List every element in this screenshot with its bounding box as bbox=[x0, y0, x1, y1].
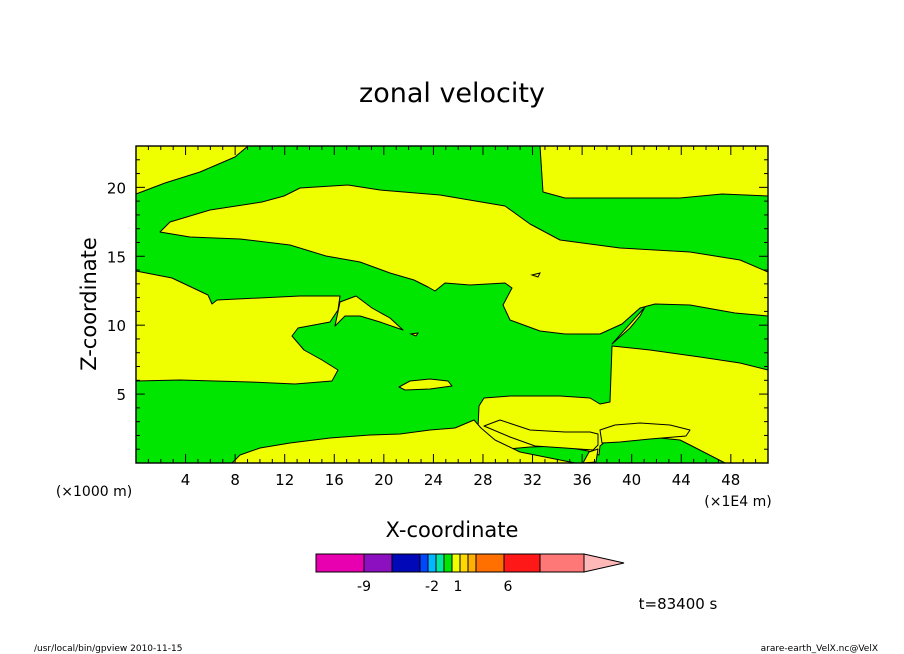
colorbar-segment bbox=[451, 553, 461, 573]
x-tick-label: 24 bbox=[424, 471, 443, 489]
x-tick-label: 32 bbox=[523, 471, 542, 489]
colorbar-tick-labels: -9 -2 1 6 bbox=[357, 579, 513, 595]
colorbar-segment bbox=[443, 553, 453, 573]
x-unit-left: (×1000 m) bbox=[56, 484, 132, 500]
positive-velocity-region bbox=[409, 332, 420, 337]
colorbar-segment bbox=[475, 553, 505, 573]
positive-velocity-region bbox=[159, 184, 769, 335]
positive-velocity-region bbox=[398, 378, 453, 391]
positive-velocity-region bbox=[611, 306, 646, 345]
x-tick-label: 36 bbox=[573, 471, 592, 489]
colorbar bbox=[315, 553, 625, 573]
x-tick-label: 28 bbox=[473, 471, 492, 489]
x-tick-label: 40 bbox=[622, 471, 641, 489]
x-unit-right: (×1E4 m) bbox=[704, 494, 771, 510]
x-tick-label: 16 bbox=[325, 471, 344, 489]
positive-velocity-region bbox=[530, 272, 541, 278]
positive-velocity-region bbox=[483, 419, 599, 451]
colorbar-segment bbox=[459, 553, 469, 573]
colorbar-tick-label: -2 bbox=[425, 579, 439, 595]
footer-left: /usr/local/bin/gpview 2010-11-15 bbox=[34, 644, 182, 654]
colorbar-segment bbox=[427, 553, 437, 573]
colorbar-segment bbox=[503, 553, 541, 573]
x-ticks: 4 8 12 16 20 24 28 32 36 40 44 48 bbox=[147, 146, 757, 489]
chart-title: zonal velocity bbox=[359, 78, 545, 109]
positive-velocity-region bbox=[539, 145, 769, 199]
colorbar-segment bbox=[419, 553, 429, 573]
x-tick-label: 8 bbox=[230, 471, 240, 489]
y-tick-label: 20 bbox=[107, 179, 126, 197]
colorbar-segment bbox=[435, 553, 445, 573]
colorbar-segment bbox=[539, 553, 585, 573]
footer-right: arare-earth_VelX.nc@VelX bbox=[761, 644, 878, 654]
x-axis-label: X-coordinate bbox=[386, 518, 519, 542]
x-tick-label: 20 bbox=[374, 471, 393, 489]
positive-regions bbox=[135, 145, 769, 464]
y-tick-label: 10 bbox=[107, 317, 126, 335]
colorbar-arrow bbox=[583, 553, 625, 573]
x-tick-label: 48 bbox=[721, 471, 740, 489]
colorbar-tick-label: -9 bbox=[357, 579, 371, 595]
colorbar-segment bbox=[363, 553, 393, 573]
colorbar-segment bbox=[315, 553, 365, 573]
x-tick-label: 4 bbox=[181, 471, 191, 489]
colorbar-segment bbox=[391, 553, 421, 573]
colorbar-tick-label: 1 bbox=[454, 579, 463, 595]
time-label: t=83400 s bbox=[639, 595, 718, 613]
plot-frame bbox=[135, 145, 769, 464]
y-tick-label: 5 bbox=[116, 386, 126, 404]
y-ticks: 5 10 15 20 bbox=[107, 159, 768, 450]
x-tick-label: 12 bbox=[275, 471, 294, 489]
x-tick-label: 44 bbox=[672, 471, 691, 489]
positive-velocity-region bbox=[334, 295, 404, 331]
colorbar-segment bbox=[467, 553, 477, 573]
y-axis-label: Z-coordinate bbox=[77, 237, 101, 371]
positive-velocity-region bbox=[135, 270, 341, 385]
y-tick-label: 15 bbox=[107, 248, 126, 266]
positive-velocity-region bbox=[231, 419, 576, 464]
positive-velocity-region bbox=[599, 422, 691, 444]
colorbar-tick-label: 6 bbox=[504, 579, 513, 595]
